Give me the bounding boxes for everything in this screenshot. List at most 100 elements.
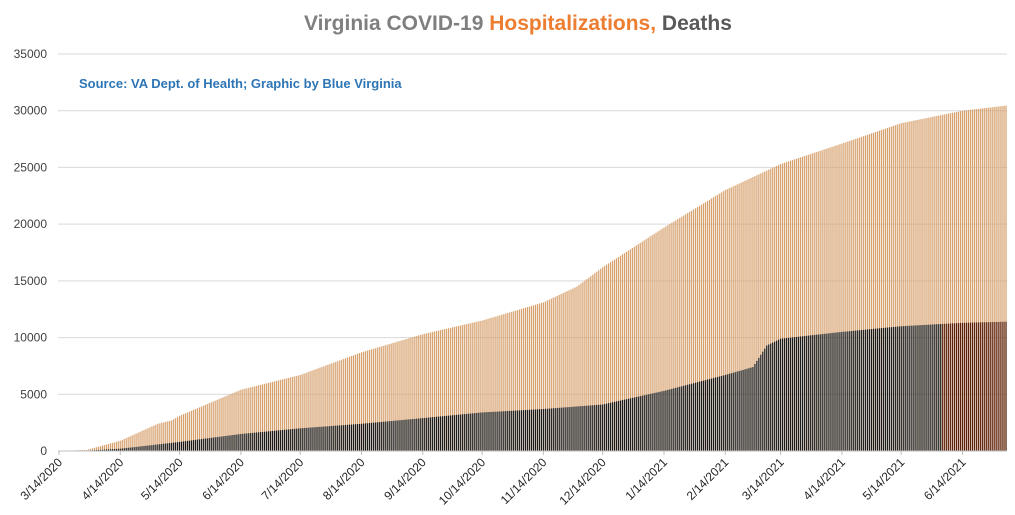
deaths-bar	[248, 433, 250, 451]
deaths-bar	[849, 331, 851, 451]
hospitalizations-bar	[596, 271, 598, 451]
deaths-bar	[408, 419, 410, 451]
deaths-bar	[436, 416, 438, 451]
deaths-bar	[710, 378, 713, 451]
deaths-bar	[491, 411, 493, 451]
deaths-bar	[926, 324, 928, 451]
deaths-bar	[922, 325, 924, 451]
hospitalizations-bar	[673, 221, 675, 451]
hospitalizations-bar	[918, 119, 920, 451]
hospitalizations-bar	[507, 312, 509, 451]
hospitalizations-bar	[404, 339, 406, 451]
hospitalizations-bar	[971, 109, 974, 452]
deaths-bar	[206, 438, 208, 451]
deaths-bar	[220, 436, 222, 451]
deaths-bar	[175, 442, 177, 451]
hospitalizations-bar	[613, 259, 616, 451]
hospitalizations-bar	[119, 440, 121, 451]
deaths-bar	[572, 406, 574, 451]
deaths-bar	[406, 419, 408, 451]
hospitalizations-bar	[366, 350, 369, 451]
deaths-bar	[876, 328, 879, 451]
deaths-bar	[503, 411, 505, 451]
hospitalizations-bar	[817, 151, 819, 451]
hospitalizations-bar	[665, 226, 667, 451]
deaths-bar	[240, 433, 242, 451]
hospitalizations-bar	[946, 113, 948, 452]
y-tick-label: 10000	[14, 331, 48, 345]
hospitalizations-bar	[475, 321, 477, 451]
deaths-bar	[997, 321, 999, 451]
deaths-bar	[513, 410, 515, 451]
deaths-bar	[752, 367, 754, 451]
deaths-bar	[829, 333, 831, 451]
deaths-bar	[167, 443, 169, 451]
hospitalizations-bar	[473, 322, 475, 451]
hospitalizations-bar	[647, 237, 649, 451]
deaths-bar	[347, 424, 349, 451]
x-tick-label: 2/14/2021	[684, 455, 732, 503]
hospitalizations-bar	[513, 311, 515, 451]
deaths-bar	[222, 436, 224, 451]
hospitalizations-bar	[827, 148, 829, 451]
deaths-bar	[354, 424, 357, 451]
hospitalizations-bar	[210, 402, 212, 451]
deaths-bar	[277, 430, 280, 451]
deaths-bar	[600, 404, 602, 451]
deaths-bar	[758, 357, 760, 451]
x-tick-label: 8/14/2020	[320, 455, 368, 503]
deaths-bar	[331, 425, 333, 451]
hospitalizations-bar	[594, 273, 596, 451]
hospitalizations-bar	[248, 387, 250, 451]
deaths-bar	[208, 438, 210, 451]
deaths-bar	[461, 414, 463, 451]
deaths-bar	[113, 449, 115, 451]
hospitalizations-bar	[799, 157, 802, 451]
hospitalizations-bar	[244, 388, 246, 451]
deaths-bar	[930, 324, 932, 451]
hospitalizations-bar	[467, 323, 469, 451]
hospitalizations-bar	[258, 385, 260, 451]
hospitalizations-bar	[944, 114, 946, 451]
deaths-bar	[783, 338, 786, 451]
deaths-bar	[493, 411, 495, 451]
deaths-bar	[192, 440, 195, 451]
deaths-bar	[135, 446, 137, 451]
deaths-bar	[643, 395, 645, 451]
deaths-bar	[608, 403, 610, 451]
hospitalizations-bar	[455, 326, 457, 451]
hospitalizations-bar	[165, 421, 167, 451]
deaths-bar	[880, 328, 883, 451]
deaths-bar	[339, 425, 341, 451]
deaths-bar	[244, 433, 246, 451]
deaths-bar	[544, 408, 546, 451]
hospitalizations-bar	[267, 382, 270, 451]
hospitalizations-bar	[544, 301, 546, 451]
x-tick-label: 1/14/2021	[622, 455, 670, 503]
deaths-bar	[105, 449, 108, 451]
deaths-bar	[797, 336, 800, 451]
deaths-bar	[906, 325, 908, 451]
deaths-bar	[204, 438, 206, 451]
hospitalizations-bar	[702, 203, 705, 451]
deaths-bar	[509, 410, 511, 451]
source-annotation: Source: VA Dept. of Health; Graphic by B…	[79, 76, 402, 91]
hospitalizations-bar	[695, 208, 697, 451]
hospitalizations-bar	[910, 121, 912, 452]
hospitalizations-bar	[430, 332, 432, 451]
hospitalizations-bar	[785, 162, 788, 452]
deaths-bar	[418, 418, 420, 451]
hospitalizations-bar	[524, 307, 527, 451]
deaths-bar	[615, 401, 618, 451]
deaths-bar	[791, 337, 794, 451]
hospitalizations-bar	[457, 326, 459, 451]
hospitalizations-bar	[337, 361, 339, 451]
deaths-bar	[180, 441, 183, 451]
hospitalizations-bar	[177, 416, 179, 451]
y-tick-label: 20000	[14, 217, 48, 231]
hospitalizations-bar	[584, 280, 586, 451]
hospitalizations-bar	[182, 414, 185, 451]
hospitalizations-bar	[131, 435, 133, 451]
hospitalizations-bar	[396, 341, 398, 451]
